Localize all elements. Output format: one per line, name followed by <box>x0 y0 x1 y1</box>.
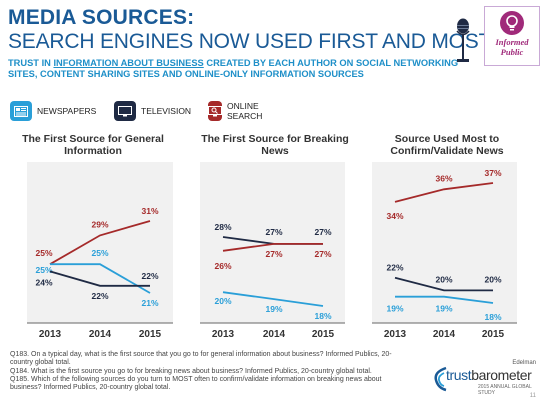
x-tick-label: 2013 <box>39 329 62 340</box>
footnotes: Q183. On a typical day, what is the firs… <box>10 351 410 392</box>
subtitle-post: CREATED BY EACH AUTHOR ON SOCIAL NETWORK… <box>8 58 459 79</box>
data-label: 18% <box>314 311 331 321</box>
legend-item-newspapers: NEWSPAPERS <box>10 100 96 122</box>
informed-public-label: Informed Public <box>495 37 529 57</box>
data-label: 25% <box>35 248 52 258</box>
x-tick-label: 2013 <box>384 329 407 340</box>
data-label: 22% <box>91 291 108 301</box>
series-line <box>394 182 494 203</box>
subtitle-link: INFORMATION ABOUT BUSINESS <box>53 58 204 68</box>
series-line <box>50 263 151 294</box>
legend-item-television: TELEVISION <box>114 100 191 122</box>
data-label: 20% <box>435 274 452 284</box>
legend-item-online-search: ONLINE SEARCH <box>208 100 270 122</box>
data-label: 28% <box>214 222 231 232</box>
x-tick-label: 2015 <box>312 329 335 340</box>
page-title-line1: MEDIA SOURCES: <box>8 6 195 29</box>
trust-barometer-logo: Edelman trustbarometer 2015 ANNUAL GLOBA… <box>432 360 540 404</box>
series-line <box>49 270 150 287</box>
data-label: 27% <box>314 249 331 259</box>
page-title-line2: SEARCH ENGINES NOW USED FIRST AND MOST <box>8 30 492 53</box>
data-label: 19% <box>265 304 282 314</box>
series-line <box>222 242 323 252</box>
data-label: 25% <box>35 265 52 275</box>
data-label: 21% <box>141 298 158 308</box>
barometer-text: barometer <box>471 367 532 383</box>
footnote-q184: Q184. What is the first source you go to… <box>10 367 372 375</box>
data-label: 27% <box>314 227 331 237</box>
series-line <box>394 276 493 292</box>
trust-barometer-name: trustbarometer <box>446 367 532 383</box>
trust-text: trust <box>446 367 472 383</box>
television-icon <box>114 101 136 121</box>
x-tick-label: 2015 <box>482 329 505 340</box>
plot-background <box>200 162 345 323</box>
page-number: 11 <box>529 393 536 399</box>
chart-title-breaking-news: The First Source for Breaking News <box>201 133 349 157</box>
newspaper-icon <box>10 101 32 121</box>
plot-background <box>27 162 173 323</box>
x-tick-label: 2014 <box>89 329 112 340</box>
data-label: 29% <box>91 219 108 229</box>
legend-label: ONLINE SEARCH <box>227 101 263 121</box>
legend-label: NEWSPAPERS <box>37 106 97 116</box>
footnote-q185: Q185. Which of the following sources do … <box>10 375 382 392</box>
series-line <box>222 291 324 307</box>
page-subtitle: TRUST IN INFORMATION ABOUT BUSINESS CREA… <box>8 58 478 80</box>
data-label: 20% <box>214 296 231 306</box>
data-label: 26% <box>214 261 231 271</box>
data-label: 19% <box>435 304 452 314</box>
x-tick-label: 2014 <box>263 329 286 340</box>
data-label: 27% <box>265 227 282 237</box>
series-line <box>395 295 494 304</box>
lightbulb-icon <box>500 11 524 35</box>
microphone-icon <box>456 18 470 62</box>
informed-public-badge: Informed Public <box>484 6 540 66</box>
data-label: 20% <box>484 274 501 284</box>
data-label: 24% <box>35 277 52 287</box>
search-screen-icon <box>208 101 222 121</box>
chart-title-confirm-validate: Source Used Most to Confirm/Validate New… <box>390 133 504 157</box>
series-line <box>49 220 151 265</box>
data-label: 19% <box>386 304 403 314</box>
data-label: 22% <box>141 271 158 281</box>
study-label: 2015 ANNUAL GLOBAL STUDY <box>478 384 532 396</box>
data-label: 31% <box>141 206 158 216</box>
data-label: 36% <box>435 173 452 183</box>
swirl-logo-icon <box>434 366 447 392</box>
data-label: 22% <box>386 263 403 273</box>
legend-label: TELEVISION <box>141 106 192 116</box>
data-label: 25% <box>91 248 108 258</box>
data-label: 37% <box>484 168 501 178</box>
data-label: 34% <box>386 211 403 221</box>
x-tick-label: 2014 <box>433 329 456 340</box>
plot-background <box>372 162 517 323</box>
chart-title-general-information: The First Source for General Information <box>22 133 164 157</box>
subtitle-pre: TRUST IN <box>8 58 54 68</box>
data-label: 27% <box>265 249 282 259</box>
footnote-q183: Q183. On a typical day, what is the firs… <box>10 351 392 367</box>
x-tick-label: 2013 <box>212 329 235 340</box>
x-tick-label: 2015 <box>139 329 162 340</box>
edelman-label: Edelman <box>512 360 536 366</box>
data-label: 18% <box>484 312 501 322</box>
